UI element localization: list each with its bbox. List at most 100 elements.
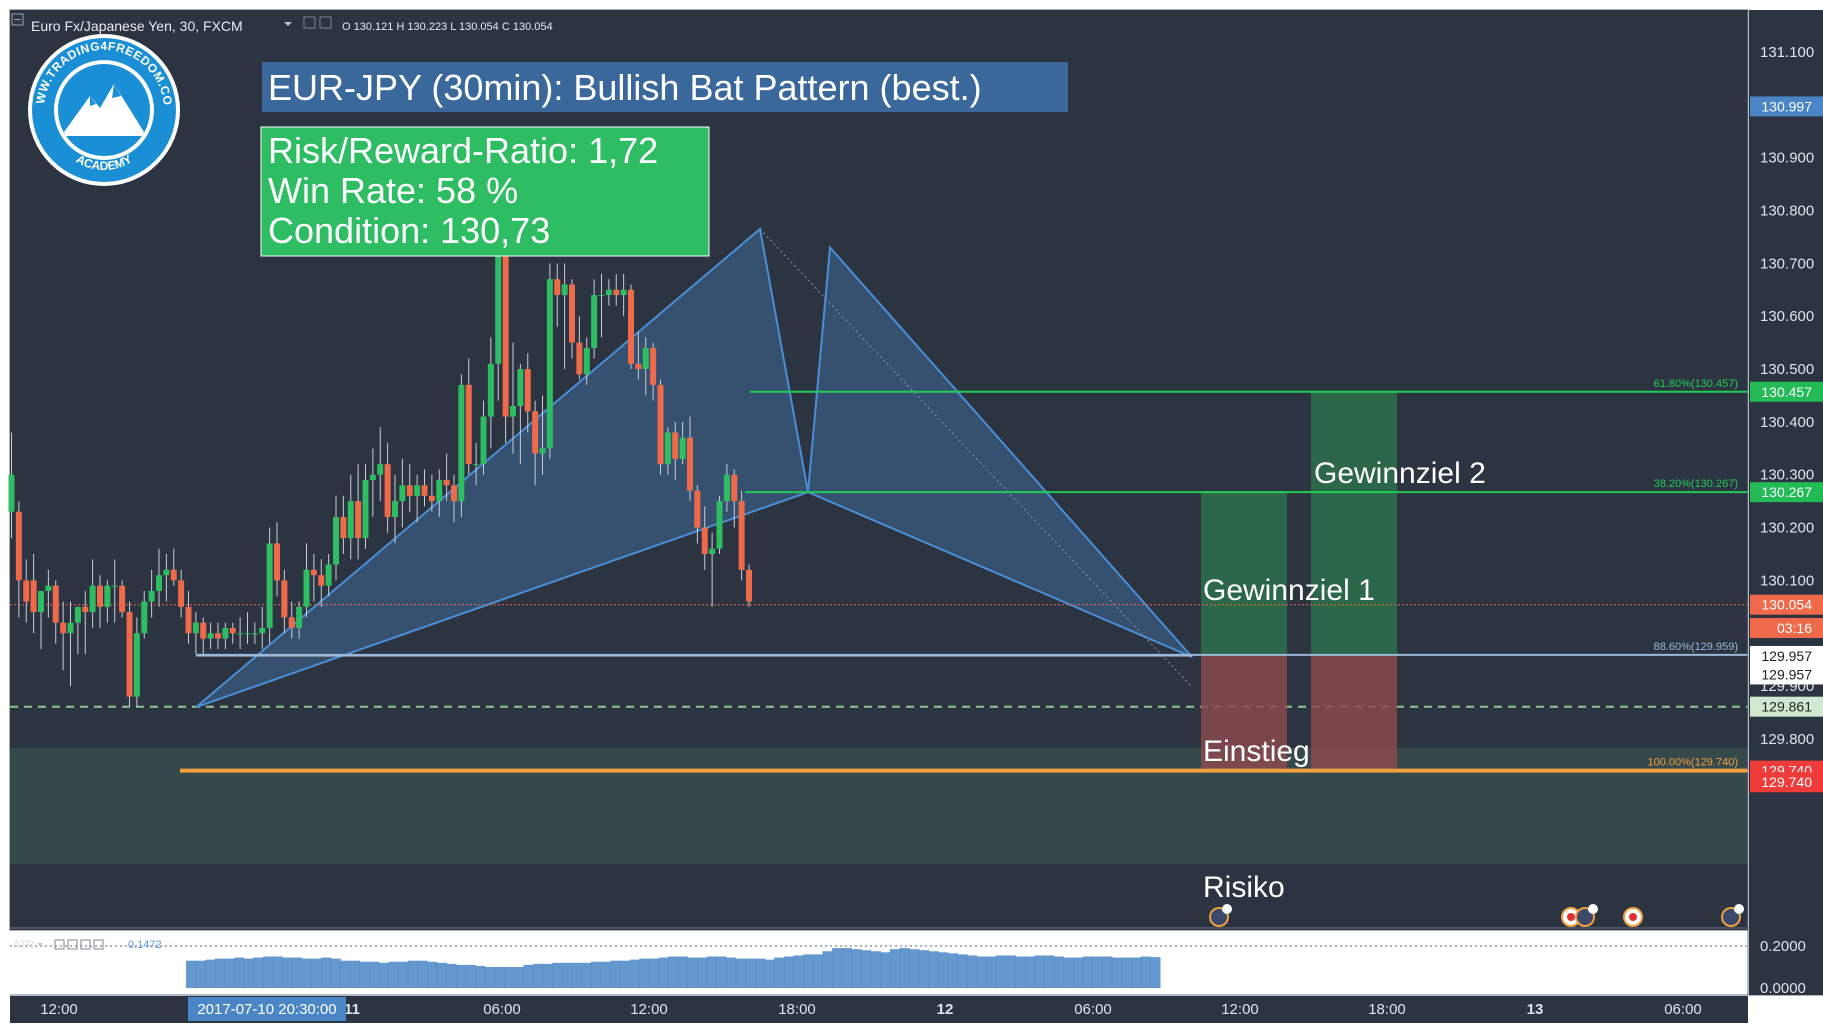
atr-plus-icon[interactable] <box>80 939 91 950</box>
candle-body <box>517 369 524 407</box>
candle <box>259 606 266 650</box>
event-markers[interactable] <box>1209 904 1744 927</box>
atr-bar <box>417 960 428 988</box>
atr-bar <box>899 948 910 988</box>
atr-eye-icon[interactable] <box>67 939 78 950</box>
atr-bar <box>349 960 361 988</box>
label-risk: Risiko <box>1203 871 1285 904</box>
candle <box>133 617 140 708</box>
candle-body <box>200 622 207 639</box>
candle-body <box>82 606 89 613</box>
atr-bar <box>378 962 390 988</box>
atr-bar <box>1082 956 1093 988</box>
candle <box>591 279 598 359</box>
atr-bar <box>292 957 303 988</box>
atr-bar <box>764 959 775 988</box>
candle-body <box>104 585 111 607</box>
settings-icon[interactable] <box>303 16 316 29</box>
mountain-icon <box>64 84 144 132</box>
candle <box>296 601 303 639</box>
price-tag-label: 129.957 <box>1761 666 1812 682</box>
candle-body <box>111 585 118 587</box>
atr-bar <box>272 956 283 988</box>
candle <box>576 316 583 380</box>
visibility-icon[interactable] <box>319 16 332 29</box>
time-tick-label: 12 <box>937 1001 954 1018</box>
symbol-title[interactable]: Euro Fx/Japanese Yen, 30, FXCM <box>31 18 243 34</box>
price-tick-label: 130.500 <box>1760 361 1814 378</box>
candle-body <box>119 585 126 613</box>
candle <box>672 421 679 481</box>
candle-body <box>487 363 494 417</box>
price-tick-label: 130.900 <box>1760 150 1814 167</box>
atr-bar <box>870 951 881 988</box>
event-count-badge <box>1734 904 1744 914</box>
price-tag-label: 129.957 <box>1761 648 1812 664</box>
atr-bar <box>658 957 669 988</box>
price-tick-label: 130.400 <box>1760 414 1814 431</box>
atr-bar <box>533 963 544 988</box>
trading4freedom-logo: WWW.TRADING4FREEDOM.COM ACADEMY <box>28 34 180 186</box>
atr-bar <box>610 960 621 988</box>
candle-body <box>89 585 96 613</box>
atr-settings-icon[interactable] <box>54 939 65 950</box>
candle-body <box>126 612 133 697</box>
candle <box>605 279 612 306</box>
atr-bar <box>1053 956 1065 988</box>
atr-bar <box>918 950 930 988</box>
atr-bar <box>803 954 814 988</box>
atr-bar <box>484 967 496 988</box>
price-tag-label: 129.861 <box>1761 699 1812 715</box>
candle <box>148 569 155 618</box>
candle <box>731 469 738 528</box>
main-plot-area[interactable]: 61.80%(130.457) 38.20%(130.267) 88.60%(129… <box>8 10 1749 930</box>
atr-bar <box>243 958 255 988</box>
candle-body <box>384 464 391 517</box>
price-axis[interactable] <box>1749 10 1823 995</box>
price-tag <box>1750 696 1823 717</box>
time-tick-label: 18:00 <box>778 1001 816 1018</box>
atr-bar <box>475 965 486 988</box>
atr-label[interactable]: ATR <box>13 939 34 951</box>
candle-body <box>377 464 384 475</box>
atr-bar <box>311 958 322 988</box>
candle <box>325 553 332 597</box>
atr-indicator-pane[interactable] <box>10 945 1748 988</box>
atr-bar <box>1150 957 1161 988</box>
atr-bar <box>494 967 505 988</box>
event-count-badge <box>1588 904 1598 914</box>
candle <box>620 273 627 317</box>
collapse-icon[interactable] <box>11 13 24 26</box>
atr-close-icon[interactable] <box>93 939 104 950</box>
atr-bar <box>552 962 563 988</box>
label-entry: Einstieg <box>1203 735 1310 768</box>
atr-bar <box>542 963 553 988</box>
atr-bar <box>1063 957 1074 988</box>
atr-bar <box>523 964 534 988</box>
candle <box>170 548 177 586</box>
candle-body <box>45 585 52 591</box>
atr-bar <box>967 955 978 988</box>
atr-bar <box>234 957 245 988</box>
candle-body <box>318 575 325 586</box>
candle-body <box>406 485 413 496</box>
time-tick-label: 12:00 <box>1221 1001 1259 1018</box>
candle <box>15 501 22 618</box>
price-tags: 130.997 130.457 130.267 130.054 03:16 129.957… <box>1750 96 1823 793</box>
candle <box>141 590 148 639</box>
candle <box>8 432 15 539</box>
candle-body <box>510 406 516 417</box>
price-tick-label: 130.700 <box>1760 255 1814 272</box>
candle-body <box>657 384 664 465</box>
atr-dropdown-icon[interactable] <box>37 943 43 946</box>
candle-body <box>421 485 428 496</box>
candle <box>561 263 568 370</box>
candle <box>657 379 664 475</box>
price-tag-label: 03:16 <box>1777 620 1812 636</box>
candle <box>185 590 192 644</box>
candle-body <box>701 527 708 554</box>
atr-bar <box>1034 955 1045 988</box>
symbol-dropdown-icon[interactable] <box>284 22 292 26</box>
